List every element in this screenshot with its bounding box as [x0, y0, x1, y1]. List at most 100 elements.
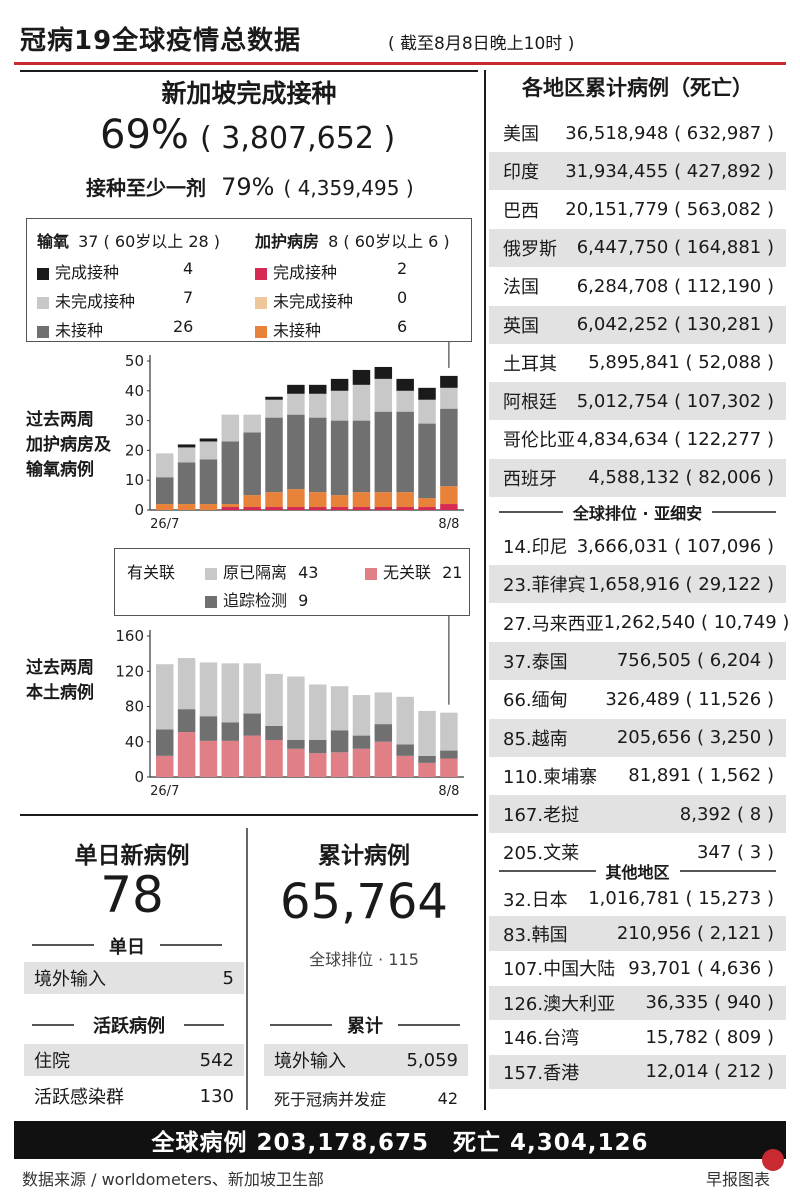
- bar-segment: [374, 741, 393, 777]
- region-row: 66.缅甸 326,489 ( 11,526 ): [489, 680, 786, 718]
- bar-segment: [418, 387, 436, 400]
- cumulative-rank: 全球排位 · 115: [309, 950, 419, 969]
- stats-top-rule: [20, 814, 478, 816]
- icu-title: 加护病房 8 ( 60岁以上 6 ): [255, 228, 450, 252]
- bar-segment: [440, 712, 458, 751]
- bar-segment: [374, 378, 393, 412]
- legend-oxygen-none: 未接种: [37, 317, 103, 341]
- region-value: 3,666,031 ( 107,096 ): [576, 535, 774, 557]
- stat-value: 5,059: [406, 1049, 458, 1071]
- legend-label: 完成接种: [55, 263, 120, 282]
- y-tick-label: 40: [125, 733, 144, 751]
- sub-rule: [499, 511, 563, 513]
- bar-segment: [287, 739, 305, 749]
- bar-segment: [221, 740, 240, 777]
- legend-swatch: [37, 296, 49, 309]
- legend-swatch: [255, 296, 267, 309]
- y-tick-label: 30: [125, 412, 144, 430]
- brand-label: 早报图表: [706, 1170, 771, 1189]
- vaccination-complete-count: ( 3,807,652 ): [200, 121, 396, 156]
- bar-segment: [440, 375, 458, 388]
- bar-segment: [177, 732, 196, 777]
- bar-segment: [352, 748, 371, 777]
- bar-segment: [199, 662, 218, 717]
- bar-segment: [418, 710, 436, 756]
- region-name: 27.马来西亚: [503, 613, 604, 635]
- bar-segment: [396, 755, 414, 777]
- bar-segment: [330, 730, 349, 753]
- vaccination-title: 新加坡完成接种: [161, 79, 337, 108]
- y-tick-label: 160: [115, 627, 144, 645]
- region-name: 107.中国大陆: [503, 959, 616, 981]
- stat-label: 活跃感染群: [34, 1087, 124, 1108]
- y-tick-label: 40: [125, 382, 144, 400]
- one-dose-pct: 79%: [221, 173, 275, 201]
- bar-segment: [418, 399, 436, 424]
- legend-label: 未完成接种: [55, 292, 136, 311]
- legend-value: 6: [397, 317, 408, 336]
- region-name: 110.柬埔寨: [503, 766, 598, 788]
- legend-label: 无关联: [383, 563, 432, 582]
- region-row: 西班牙 4,588,132 ( 82,006 ): [489, 458, 786, 497]
- column-divider: [484, 70, 486, 1110]
- bar-segment: [330, 752, 349, 777]
- region-value: 31,934,455 ( 427,892 ): [565, 160, 774, 182]
- asean-label: 全球排位 · 亚细安: [572, 504, 703, 523]
- bar-segment: [396, 492, 414, 508]
- vaccination-complete: 69% ( 3,807,652 ): [100, 112, 480, 158]
- bar-segment: [418, 498, 436, 508]
- stat-label: 境外输入: [274, 1051, 346, 1072]
- region-name: 83.韩国: [503, 924, 568, 946]
- legend-label: 原已隔离: [223, 563, 288, 582]
- region-name: 美国: [503, 124, 539, 145]
- chart-title-line: 加护病房及: [26, 435, 111, 455]
- cumulative-count: 65,764: [280, 874, 448, 930]
- y-tick-label: 20: [125, 441, 144, 459]
- bar-segment: [265, 492, 283, 508]
- legend-icu-full: 完成接种: [255, 259, 337, 283]
- region-value: 347 ( 3 ): [696, 841, 774, 863]
- bar-segment: [440, 504, 458, 510]
- region-value: 210,956 ( 2,121 ): [616, 923, 774, 945]
- clusters-row: 活跃感染群 130: [24, 1080, 244, 1112]
- bar-segment: [199, 716, 218, 741]
- legend-label: 未完成接种: [273, 292, 354, 311]
- bar-segment: [287, 507, 305, 510]
- left-top-rule: [20, 70, 478, 72]
- region-value: 8,392 ( 8 ): [679, 803, 774, 825]
- bar-segment: [287, 489, 305, 508]
- bar-segment: [199, 441, 218, 460]
- one-dose-count: ( 4,359,495 ): [283, 176, 414, 200]
- daily-imported-row: 境外输入 5: [24, 962, 244, 994]
- bar-segment: [374, 411, 393, 493]
- region-row: 110.柬埔寨 81,891 ( 1,562 ): [489, 757, 786, 795]
- region-name: 37.泰国: [503, 651, 568, 673]
- chart-title-line: 过去两周: [26, 658, 94, 678]
- stat-value: 130: [199, 1085, 234, 1107]
- stat-value: 5: [222, 967, 234, 989]
- bar-segment: [265, 417, 283, 493]
- legend-swatch: [205, 567, 217, 580]
- region-name: 阿根廷: [503, 392, 557, 414]
- bar-segment: [265, 399, 283, 418]
- bar-segment: [243, 495, 261, 508]
- x-tick-label: 8/8: [438, 517, 459, 532]
- bar-segment: [287, 414, 305, 490]
- region-row: 英国 6,042,252 ( 130,281 ): [489, 305, 786, 344]
- region-name: 14.印尼: [503, 537, 568, 558]
- legend-icu-partial: 未完成接种: [255, 288, 353, 312]
- bar-segment: [265, 739, 283, 777]
- region-value: 326,489 ( 11,526 ): [605, 688, 774, 710]
- legend-label: 追踪检测: [223, 591, 288, 610]
- bar-segment: [374, 366, 393, 379]
- page-title: 冠病19全球疫情总数据: [20, 26, 302, 56]
- bar-segment: [418, 762, 436, 777]
- bar-segment: [309, 417, 327, 493]
- bar-segment: [418, 507, 436, 510]
- bar-segment: [352, 735, 371, 749]
- other-label: 其他地区: [605, 862, 670, 882]
- legend-swatch: [37, 325, 49, 338]
- local-legend-title: 有关联: [127, 563, 176, 582]
- bar-segment: [221, 441, 240, 505]
- region-row: 14.印尼 3,666,031 ( 107,096 ): [489, 527, 786, 565]
